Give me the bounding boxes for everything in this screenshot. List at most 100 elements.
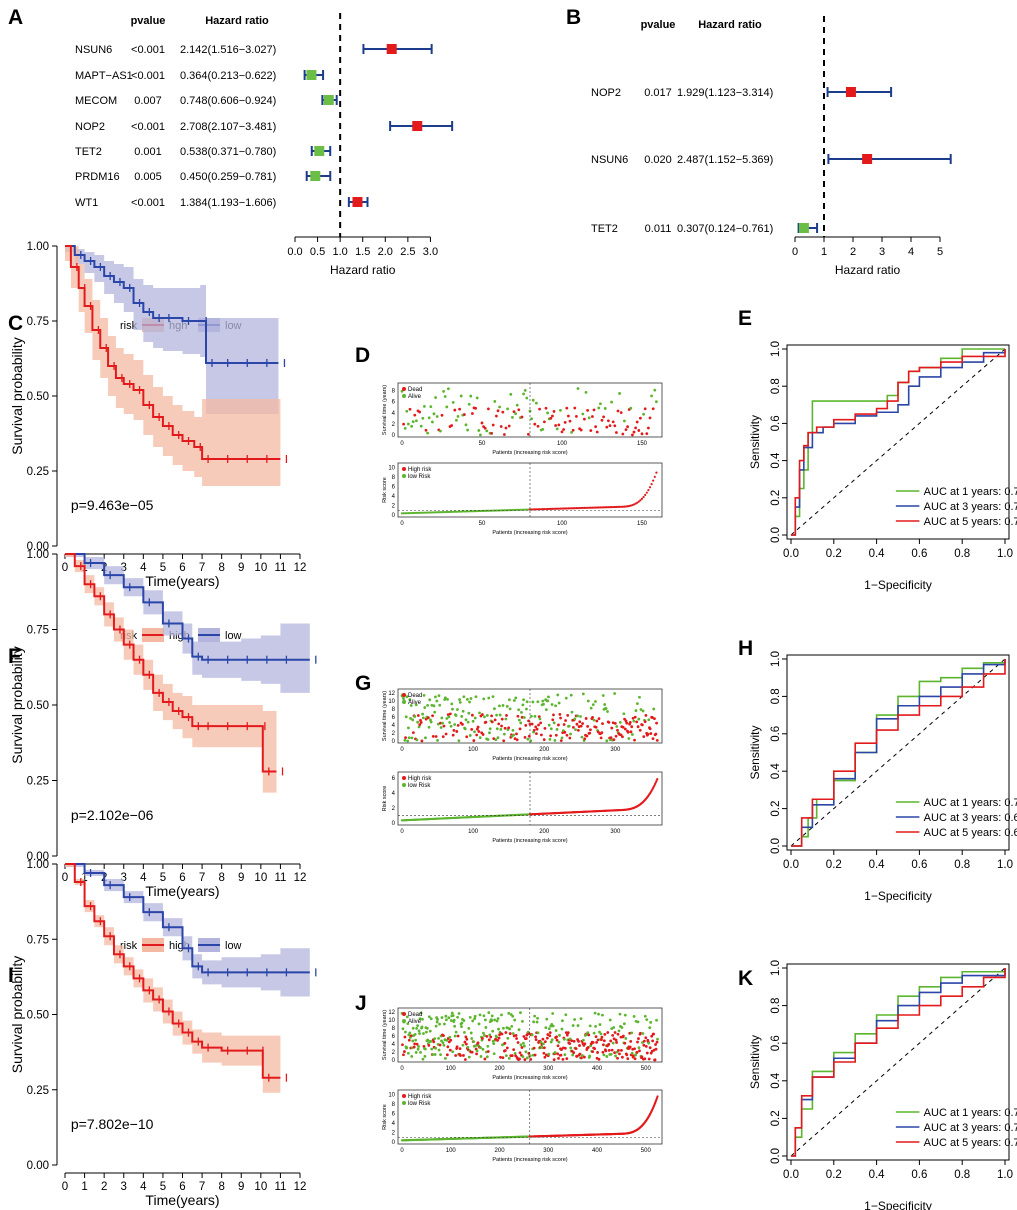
dead-point — [563, 420, 567, 424]
alive-point — [629, 406, 633, 410]
alive-point — [606, 710, 609, 713]
alive-point — [513, 1051, 517, 1055]
alive-point — [485, 714, 489, 717]
alive-point — [444, 1014, 448, 1018]
alive-point — [617, 1029, 621, 1033]
panel-label-G: G — [355, 672, 371, 695]
alive-point — [483, 715, 486, 719]
dead-point — [522, 1035, 526, 1038]
dead-point — [655, 721, 658, 725]
alive-point — [471, 1019, 475, 1023]
dead-point — [471, 713, 474, 717]
alive-point — [498, 405, 501, 409]
y-tick-label: 0.50 — [27, 1010, 49, 1022]
x-tick-label: 7 — [199, 562, 205, 574]
panel-label-E: E — [738, 307, 752, 330]
dead-point — [576, 729, 580, 732]
x-tick-label: 0.8 — [954, 859, 970, 871]
x-tick-label: 0.6 — [911, 548, 927, 560]
alive-point — [530, 1033, 534, 1037]
dead-point — [454, 1054, 458, 1057]
dead-point — [535, 732, 538, 736]
alive-point — [429, 1017, 433, 1021]
high-risk-point — [544, 507, 548, 511]
alive-point — [434, 396, 437, 399]
dead-point — [401, 1043, 404, 1047]
dead-point — [456, 723, 460, 727]
alive-point — [426, 704, 429, 707]
alive-point — [466, 720, 470, 724]
x-tick-label: 2.5 — [400, 246, 415, 258]
alive-point — [504, 717, 508, 721]
x-axis-title: Patients (increasing risk score) — [492, 530, 567, 536]
alive-point — [587, 416, 591, 420]
x-tick-label: 10 — [254, 562, 267, 574]
pvalue: 0.020 — [644, 154, 672, 166]
dead-point — [607, 1048, 611, 1052]
alive-point — [415, 1026, 419, 1030]
dead-point — [643, 1057, 647, 1061]
y-tick-label: 1.00 — [27, 241, 49, 253]
x-axis-title: Time(years) — [145, 1192, 219, 1208]
x-tick-label: 0.4 — [869, 548, 886, 560]
dead-point — [593, 1047, 597, 1051]
hr-point — [386, 44, 397, 54]
dead-point — [534, 725, 538, 729]
low-risk-point — [511, 508, 514, 512]
dead-point — [475, 733, 479, 737]
dead-point — [490, 431, 493, 435]
alive-point — [618, 1012, 622, 1016]
alive-point — [430, 703, 434, 707]
alive-point — [411, 718, 415, 722]
alive-point — [447, 1016, 451, 1020]
dead-point — [642, 1043, 646, 1047]
y-tick-label: 0 — [392, 433, 396, 439]
alive-point — [605, 1055, 609, 1058]
alive-point — [474, 695, 478, 699]
low-risk-point — [408, 511, 412, 515]
x-tick-label: 0.2 — [826, 548, 842, 560]
alive-point — [487, 1011, 491, 1015]
alive-point — [491, 1029, 495, 1033]
dead-point — [512, 410, 516, 414]
alive-point — [506, 407, 509, 411]
dead-point — [583, 1042, 587, 1046]
high-risk-point — [604, 506, 607, 509]
alive-point — [427, 1015, 431, 1019]
x-axis-title: Patients (increasing risk score) — [492, 450, 567, 456]
hr-point — [323, 95, 334, 105]
x-tick-label: 0.8 — [954, 548, 970, 560]
alive-point — [479, 1055, 483, 1058]
dead-point — [524, 1037, 528, 1040]
dead-point — [584, 717, 588, 720]
dead-point — [647, 426, 650, 430]
dead-point — [493, 718, 497, 722]
alive-point — [444, 1018, 448, 1022]
alive-point — [474, 1044, 478, 1048]
dead-point — [505, 714, 508, 717]
high-risk-point — [575, 507, 578, 510]
alive-point — [423, 1054, 427, 1058]
dead-point — [595, 719, 599, 723]
dead-point — [624, 428, 628, 432]
alive-point — [601, 694, 605, 697]
dead-point — [589, 728, 592, 732]
alive-point — [457, 1012, 461, 1015]
p-value-label: p=9.463e−05 — [71, 497, 154, 513]
dead-point — [629, 1040, 633, 1043]
y-tick-label: 0 — [392, 739, 396, 745]
low-risk-point — [450, 510, 453, 513]
low-risk-point — [458, 510, 461, 513]
dead-point — [485, 1034, 489, 1038]
alive-point — [468, 734, 472, 737]
high-risk-point — [548, 507, 551, 511]
dead-point — [452, 728, 456, 732]
x-tick-label: 0.6 — [911, 859, 927, 871]
alive-point — [552, 721, 556, 725]
alive-point — [522, 1041, 525, 1045]
x-tick-label: 0.2 — [826, 1169, 842, 1181]
alive-point — [434, 695, 437, 699]
legend-label: AUC at 3 years: 0.750 — [924, 501, 1017, 513]
x-tick-label: 0 — [62, 1181, 68, 1193]
dead-point — [503, 1041, 507, 1045]
